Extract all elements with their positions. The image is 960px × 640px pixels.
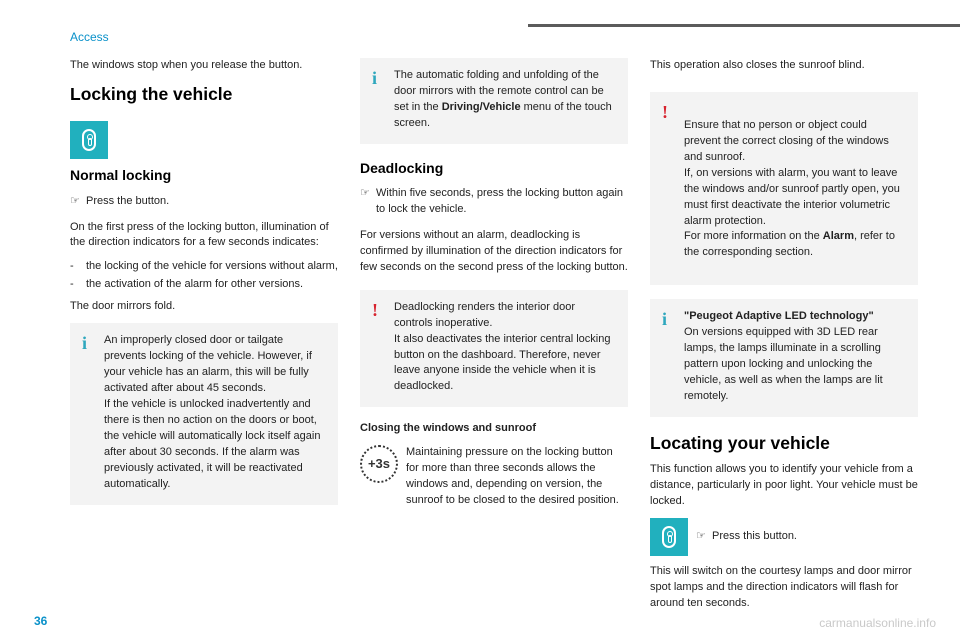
- action-text: Within five seconds, press the locking b…: [376, 186, 628, 218]
- warning-note-closing: ! Ensure that no person or object could …: [650, 92, 918, 285]
- dash-icon: -: [70, 259, 86, 275]
- content-columns: The windows stop when you release the bu…: [70, 58, 920, 620]
- bullet-text: the activation of the alarm for other ve…: [86, 277, 303, 293]
- note-body: An improperly closed door or tailgate pr…: [104, 333, 326, 492]
- note-body: Ensure that no person or object could pr…: [684, 102, 906, 261]
- action-text: Press the button.: [86, 194, 169, 210]
- action-press-this: ☞ Press this button.: [696, 529, 918, 545]
- dash-icon: -: [70, 277, 86, 293]
- three-seconds-text: Maintaining pressure on the locking butt…: [406, 445, 628, 509]
- note-text: On versions equipped with 3D LED rear la…: [684, 326, 883, 402]
- note-body: Deadlocking renders the interior door co…: [394, 300, 616, 396]
- para-locate-function: This function allows you to identify you…: [650, 462, 918, 510]
- subheading-closing-windows: Closing the windows and sunroof: [360, 421, 628, 437]
- lock-icon: [650, 518, 688, 556]
- note-text-part: Ensure that no person or object could pr…: [684, 119, 900, 243]
- column-1: The windows stop when you release the bu…: [70, 58, 338, 620]
- warning-icon: !: [662, 102, 676, 261]
- action-within-five: ☞ Within five seconds, press the locking…: [360, 186, 628, 218]
- three-seconds-label: +3s: [368, 455, 390, 474]
- action-pointer-icon: ☞: [696, 529, 712, 545]
- action-press-button: ☞ Press the button.: [70, 194, 338, 210]
- info-icon: i: [662, 309, 676, 405]
- warning-icon: !: [372, 300, 386, 396]
- header-rule: [528, 24, 960, 27]
- lock-icon: [70, 121, 108, 159]
- manual-page: Access The windows stop when you release…: [0, 0, 960, 640]
- heading-deadlocking: Deadlocking: [360, 158, 628, 178]
- para-sunroof-blind: This operation also closes the sunroof b…: [650, 58, 918, 74]
- para-first-press: On the first press of the locking button…: [70, 220, 338, 252]
- info-icon: i: [82, 333, 96, 492]
- note-body: "Peugeot Adaptive LED technology" On ver…: [684, 309, 906, 405]
- action-text: Press this button.: [712, 529, 797, 545]
- intro-text: The windows stop when you release the bu…: [70, 58, 338, 74]
- para-courtesy-lamps: This will switch on the courtesy lamps a…: [650, 564, 918, 612]
- section-label: Access: [70, 30, 920, 44]
- warning-note-deadlock: ! Deadlocking renders the interior door …: [360, 290, 628, 408]
- bullet-list: - the locking of the vehicle for version…: [70, 259, 338, 293]
- action-pointer-icon: ☞: [360, 186, 376, 218]
- action-pointer-icon: ☞: [70, 194, 86, 210]
- page-number: 36: [34, 614, 47, 628]
- three-seconds-icon: +3s: [360, 445, 398, 483]
- column-2: i The automatic folding and unfolding of…: [360, 58, 628, 620]
- heading-locking-vehicle: Locking the vehicle: [70, 82, 338, 107]
- heading-normal-locking: Normal locking: [70, 165, 338, 185]
- heading-locating-vehicle: Locating your vehicle: [650, 431, 918, 456]
- column-3: This operation also closes the sunroof b…: [650, 58, 918, 620]
- note-body: The automatic folding and unfolding of t…: [394, 68, 616, 132]
- note-text-bold: Alarm: [823, 230, 854, 242]
- info-note-led: i "Peugeot Adaptive LED technology" On v…: [650, 299, 918, 417]
- info-note-mirrors: i The automatic folding and unfolding of…: [360, 58, 628, 144]
- bullet-text: the locking of the vehicle for versions …: [86, 259, 338, 275]
- info-icon: i: [372, 68, 386, 132]
- watermark: carmanualsonline.info: [819, 616, 936, 630]
- lock-glyph: [82, 129, 96, 151]
- para-mirrors-fold: The door mirrors fold.: [70, 299, 338, 315]
- lock-glyph: [662, 526, 676, 548]
- note-title-bold: "Peugeot Adaptive LED technology": [684, 310, 874, 322]
- info-note-improper-door: i An improperly closed door or tailgate …: [70, 323, 338, 504]
- note-text-bold: Driving/Vehicle: [442, 101, 521, 113]
- icon-text-row: +3s Maintaining pressure on the locking …: [360, 445, 628, 509]
- bullet-item: - the locking of the vehicle for version…: [70, 259, 338, 275]
- para-deadlock-confirm: For versions without an alarm, deadlocki…: [360, 228, 628, 276]
- bullet-item: - the activation of the alarm for other …: [70, 277, 338, 293]
- icon-action-row: ☞ Press this button.: [650, 518, 918, 556]
